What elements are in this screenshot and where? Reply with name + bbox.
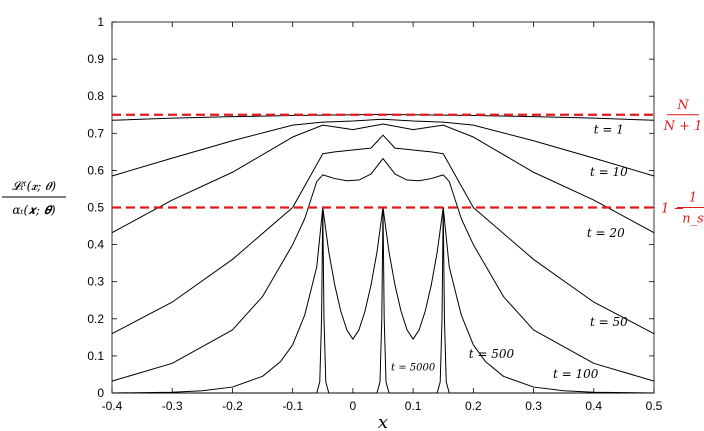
series-line (111, 123, 655, 234)
y-tick-label: 0.5 (87, 201, 104, 215)
y-tick-label: 0.3 (87, 275, 104, 289)
curve-label: t = 20 (587, 226, 625, 240)
y-tick-label: 0.9 (87, 52, 104, 66)
x-tick-label: -0.3 (162, 399, 183, 413)
y-axis-title-denominator: αₜ(𝒙; 𝜽) (12, 203, 55, 217)
y-tick-label: 0.8 (87, 89, 104, 103)
y-tick-label: 0 (97, 386, 104, 400)
x-tick-label: 0.3 (525, 399, 542, 413)
curve-labels: t = 1 t = 10 t = 20 t = 50 t = 100 t = 500 t =… (391, 122, 628, 381)
curve-label: t = 1 (594, 122, 624, 136)
y-tick-label: 0.6 (87, 163, 104, 177)
y-tick-label: 0.2 (87, 312, 104, 326)
x-tick-label: -0.2 (222, 399, 243, 413)
y-tick-label: 0.1 (87, 349, 104, 363)
x-tick-label: 0.1 (405, 399, 422, 413)
x-axis-title: x (378, 412, 388, 431)
reference-lines (112, 113, 654, 209)
y-tick-label: 1 (97, 15, 104, 29)
y-tick-label: 0.4 (87, 238, 104, 252)
series-line (111, 158, 655, 382)
curve-label: t = 50 (590, 315, 628, 329)
x-tick-label: 0.2 (465, 399, 482, 413)
x-tick-label: -0.1 (282, 399, 303, 413)
curve-label: t = 500 (469, 347, 515, 361)
y-tick-label: 0.7 (87, 126, 104, 140)
reference-label-denominator: n_s (682, 212, 704, 227)
x-tick-label: 0.4 (585, 399, 602, 413)
curve-label: t = 5000 (391, 363, 436, 374)
series-line (111, 118, 655, 177)
series-line (111, 134, 655, 335)
x-tick-label: 0.5 (646, 399, 663, 413)
reference-label-denominator: N + 1 (663, 119, 703, 134)
reference-label-numerator: N (676, 98, 689, 113)
y-axis-title: 𝓛ₜᵗ(𝒙; 𝜽) αₜ(𝒙; 𝜽) (2, 179, 66, 217)
x-tick-label: -0.4 (102, 399, 123, 413)
reference-label-prefix: 1 − (661, 202, 684, 217)
curve-label: t = 10 (590, 165, 628, 179)
curve-label: t = 100 (553, 367, 599, 381)
reference-labels: N N + 1 1 − 1 n_s (661, 98, 704, 227)
y-axis-title-numerator: 𝓛ₜᵗ(𝒙; 𝜽) (12, 179, 56, 193)
ticks: -0.4 -0.3 -0.2 -0.1 0 0.1 0.2 0.3 0.4 0.5 0 0.1 0.2 0… (87, 15, 662, 413)
x-tick-label: 0 (350, 399, 357, 413)
reference-label-numerator: 1 (689, 191, 697, 206)
